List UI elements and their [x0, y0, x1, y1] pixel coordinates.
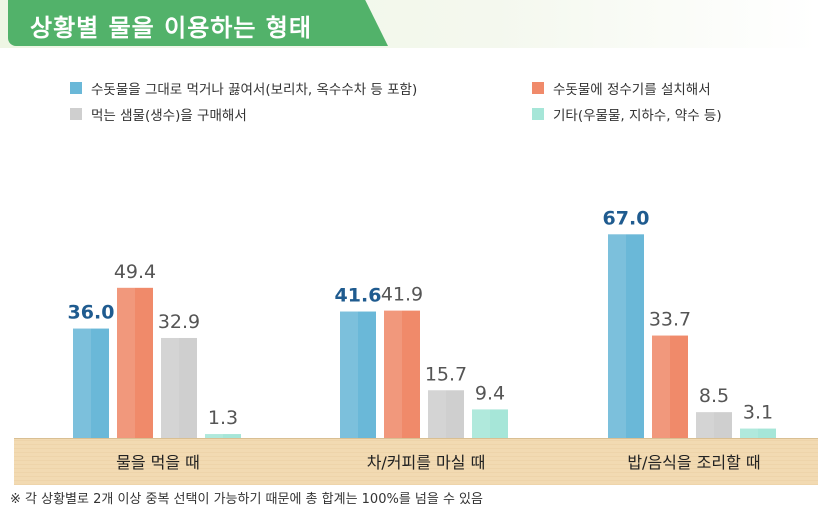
data-label-tea-coffee-purifier: 41.9 — [381, 284, 423, 306]
legend-swatch-bottled — [70, 108, 82, 120]
data-label-tea-coffee-tap-water: 41.6 — [335, 285, 382, 307]
data-label-cooking-purifier: 33.7 — [649, 309, 691, 331]
category-axis-band — [14, 438, 818, 485]
legend-item-bottled: 먹는 샘물(생수)을 구매해서 — [70, 104, 247, 124]
bar-cooking-other — [740, 428, 776, 438]
bar-drinking-purifier — [117, 287, 153, 438]
bar-tea-coffee-bottled — [428, 390, 464, 438]
legend-item-tap-water: 수돗물을 그대로 먹거나 끓여서(보리차, 옥수수차 등 포함) — [70, 78, 417, 98]
data-label-drinking-bottled: 32.9 — [158, 311, 200, 333]
bar-tea-coffee-other — [472, 409, 508, 438]
title-tab — [8, 0, 388, 46]
legend-label-other: 기타(우물물, 지하수, 약수 등) — [553, 108, 722, 124]
category-label-tea-coffee: 차/커피를 마실 때 — [367, 453, 486, 472]
data-label-tea-coffee-other: 9.4 — [475, 382, 505, 404]
legend-label-bottled: 먹는 샘물(생수)을 구매해서 — [91, 108, 247, 124]
data-label-cooking-bottled: 8.5 — [699, 385, 729, 407]
bar-tea-coffee-tap-water — [340, 311, 376, 438]
bar-highlight-cooking-bottled — [696, 412, 714, 438]
bar-highlight-tea-coffee-bottled — [428, 390, 446, 438]
legend-swatch-purifier — [532, 82, 544, 94]
data-label-cooking-other: 3.1 — [743, 402, 773, 424]
legend-swatch-tap-water — [70, 82, 82, 94]
bar-cooking-purifier — [652, 335, 688, 438]
data-label-cooking-tap-water: 67.0 — [603, 207, 650, 229]
bar-drinking-other — [205, 434, 241, 438]
legend-item-other: 기타(우물물, 지하수, 약수 등) — [532, 104, 722, 124]
legend-label-tap-water: 수돗물을 그대로 먹거나 끓여서(보리차, 옥수수차 등 포함) — [91, 82, 418, 98]
bar-highlight-cooking-tap-water — [608, 234, 626, 438]
bar-drinking-tap-water — [73, 328, 109, 438]
bar-cooking-bottled — [696, 412, 732, 438]
legend-item-purifier: 수돗물에 정수기를 설치해서 — [532, 78, 711, 98]
bar-highlight-cooking-other — [740, 428, 758, 438]
bar-highlight-drinking-tap-water — [73, 328, 91, 438]
data-label-tea-coffee-bottled: 15.7 — [425, 363, 467, 385]
legend-swatch-other — [532, 108, 544, 120]
bar-highlight-tea-coffee-tap-water — [340, 311, 358, 438]
bar-highlight-cooking-purifier — [652, 335, 670, 438]
category-label-cooking: 밥/음식을 조리할 때 — [627, 453, 760, 472]
data-label-drinking-other: 1.3 — [208, 407, 238, 429]
legend-label-purifier: 수돗물에 정수기를 설치해서 — [553, 82, 711, 98]
legend: 수돗물을 그대로 먹거나 끓여서(보리차, 옥수수차 등 포함) 수돗물에 정수… — [70, 78, 800, 138]
bar-drinking-bottled — [161, 337, 197, 438]
footnote: ※ 각 상황별로 2개 이상 중복 선택이 가능하기 때문에 총 합계는 100… — [10, 492, 483, 507]
bar-highlight-drinking-other — [205, 434, 223, 438]
bar-highlight-tea-coffee-other — [472, 409, 490, 438]
bar-highlight-drinking-purifier — [117, 287, 135, 438]
chart-title: 상황별 물을 이용하는 형태 — [30, 14, 312, 42]
data-label-drinking-tap-water: 36.0 — [68, 302, 115, 324]
data-label-drinking-purifier: 49.4 — [114, 261, 156, 283]
category-label-drinking: 물을 먹을 때 — [116, 453, 200, 472]
bar-highlight-drinking-bottled — [161, 337, 179, 438]
bar-tea-coffee-purifier — [384, 310, 420, 438]
bar-cooking-tap-water — [608, 234, 644, 438]
bar-highlight-tea-coffee-purifier — [384, 310, 402, 438]
